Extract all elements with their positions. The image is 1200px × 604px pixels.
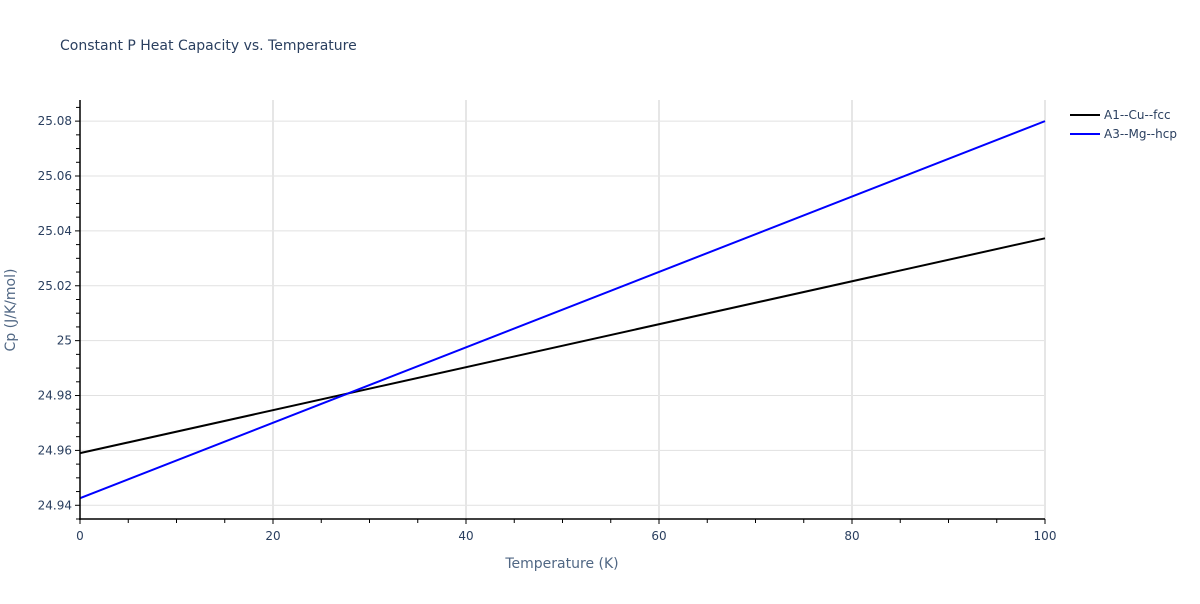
y-tick-label: 25.02: [38, 279, 72, 293]
legend-label: A3--Mg--hcp: [1104, 127, 1177, 141]
y-tick-label: 24.96: [38, 443, 72, 457]
x-tick-label: 20: [265, 529, 280, 543]
gridlines: [80, 100, 1046, 519]
plot-area[interactable]: [79, 120, 1046, 500]
y-tick-label: 25.04: [38, 224, 72, 238]
series-line-0[interactable]: [79, 237, 1046, 455]
x-axis-title: Temperature (K): [504, 556, 618, 572]
y-tick-label: 24.94: [38, 498, 72, 512]
y-tick-label: 24.98: [38, 389, 72, 403]
x-tick-label: 40: [458, 529, 473, 543]
x-tick-label: 80: [844, 529, 859, 543]
y-axis-title: Cp (J/K/mol): [3, 269, 19, 352]
x-tick-label: 60: [651, 529, 666, 543]
x-tick-label: 0: [76, 529, 84, 543]
x-tick-label: 100: [1034, 529, 1057, 543]
legend-item-1[interactable]: A3--Mg--hcp: [1070, 127, 1177, 141]
y-tick-label: 25.06: [38, 169, 72, 183]
axes: 24.94 24.96 24.98 25 25.02 25.04 25.06 25.08 0 20…: [38, 100, 1057, 543]
chart-title: Constant P Heat Capacity vs. Temperature: [60, 38, 357, 54]
legend-label: A1--Cu--fcc: [1104, 108, 1171, 122]
y-tick-label: 25: [57, 334, 72, 348]
legend: A1--Cu--fcc A3--Mg--hcp: [1070, 108, 1177, 141]
series-line-1[interactable]: [79, 120, 1046, 500]
y-tick-label: 25.08: [38, 114, 72, 128]
legend-item-0[interactable]: A1--Cu--fcc: [1070, 108, 1171, 122]
